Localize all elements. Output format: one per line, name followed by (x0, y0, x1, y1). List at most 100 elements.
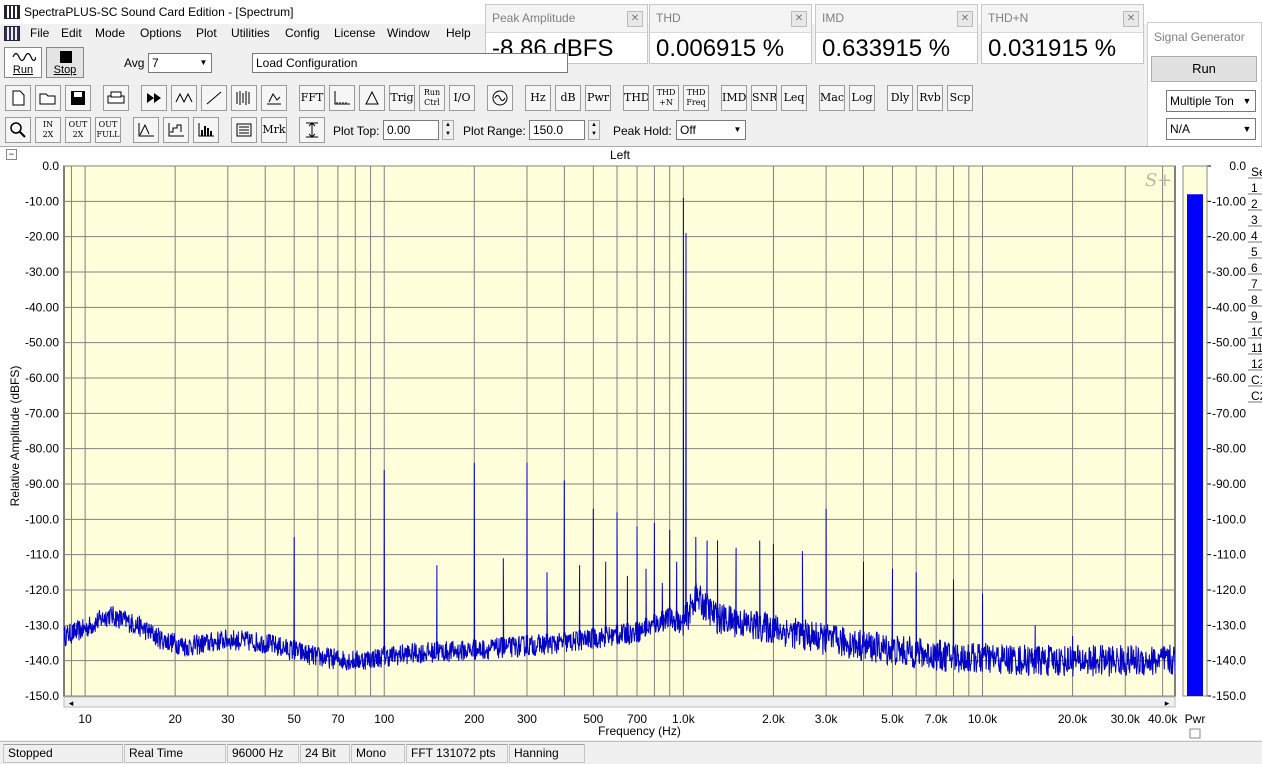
fast-forward-icon[interactable] (141, 85, 167, 111)
avg-select[interactable]: 7 ▼ (148, 53, 212, 73)
meter-tick-label: -140.0 (1212, 654, 1246, 668)
oscillator-icon[interactable] (487, 85, 513, 111)
thd-freq-button[interactable]: THD Freq (683, 85, 709, 111)
plot-top-input[interactable]: 0.00 (383, 120, 439, 140)
generator-run-button[interactable]: Run (1151, 56, 1257, 82)
chevron-down-icon: ▼ (1239, 91, 1255, 111)
step-graph-icon[interactable] (163, 117, 189, 143)
plot-range-input[interactable]: 150.0 (529, 120, 585, 140)
scp-button[interactable]: Scp (947, 85, 973, 111)
io-button[interactable]: I/O (449, 85, 475, 111)
pwr-button[interactable]: Pwr (585, 85, 611, 111)
zoom-full-label-bottom: FULL (97, 130, 120, 139)
print-icon[interactable] (103, 85, 129, 111)
set-button-10[interactable]: 10 (1251, 325, 1262, 339)
log-button[interactable]: Log (849, 85, 875, 111)
set-button-C1[interactable]: C1 (1251, 373, 1262, 387)
plot-top-spinner[interactable]: ▲ ▼ (442, 120, 454, 140)
menu-options[interactable]: Options (140, 26, 181, 40)
set-button-5[interactable]: 5 (1251, 245, 1258, 259)
x-tick-label: 300 (517, 712, 537, 726)
mrk-button[interactable]: Mrk (261, 117, 287, 143)
thd-n-button[interactable]: THD +N (653, 85, 679, 111)
hz-button[interactable]: Hz (525, 85, 551, 111)
status-run-state: Stopped (3, 744, 123, 763)
menu-utilities[interactable]: Utilities (231, 26, 270, 40)
set-button-3[interactable]: 3 (1251, 213, 1258, 227)
save-icon[interactable] (65, 85, 91, 111)
configuration-select[interactable]: Load Configuration (252, 53, 568, 73)
set-button-8[interactable]: 8 (1251, 293, 1258, 307)
menu-help[interactable]: Help (446, 26, 471, 40)
db-button[interactable]: dB (555, 85, 581, 111)
zoom-full-button[interactable]: OUT FULL (95, 117, 121, 143)
imd-button[interactable]: IMD (721, 85, 747, 111)
set-button-7[interactable]: 7 (1251, 277, 1258, 291)
collapse-icon[interactable]: − (6, 149, 17, 160)
set-button-C2[interactable]: C2 (1251, 389, 1262, 403)
menu-plot[interactable]: Plot (196, 26, 217, 40)
rvb-button[interactable]: Rvb (917, 85, 943, 111)
meter-tick-label: -50.00 (1212, 336, 1246, 350)
marker-icon[interactable] (359, 85, 385, 111)
y-tick-label: -90.00 (25, 477, 59, 491)
close-icon[interactable]: ✕ (791, 11, 807, 27)
x-tick-label: 30 (221, 712, 235, 726)
leq-button[interactable]: Leq (781, 85, 807, 111)
waveform-select[interactable]: Multiple Ton ▼ (1166, 90, 1256, 112)
plot-axis-icon[interactable] (329, 85, 355, 111)
zoom-out-2x-button[interactable]: OUT 2X (65, 117, 91, 143)
display-settings-icon[interactable] (231, 117, 257, 143)
menu-window[interactable]: Window (387, 26, 430, 40)
menu-mode[interactable]: Mode (95, 26, 125, 40)
set-button-2[interactable]: 2 (1251, 197, 1258, 211)
menu-config[interactable]: Config (285, 26, 320, 40)
zoom-icon[interactable] (5, 117, 31, 143)
run-button[interactable]: Run (4, 47, 42, 78)
set-button-9[interactable]: 9 (1251, 309, 1258, 323)
x-tick-label: 50 (288, 712, 302, 726)
open-icon[interactable] (35, 85, 61, 111)
ramp-icon[interactable] (201, 85, 227, 111)
plot-range-spinner[interactable]: ▲ ▼ (588, 120, 600, 140)
close-icon[interactable]: ✕ (627, 11, 643, 27)
set-button-12[interactable]: 12 (1251, 357, 1262, 371)
set-button-6[interactable]: 6 (1251, 261, 1258, 275)
avg-value: 7 (152, 56, 159, 70)
set-button-Set[interactable]: Set (1251, 165, 1262, 179)
noise-icon[interactable] (231, 85, 257, 111)
generator-setting-select[interactable]: N/A ▼ (1166, 118, 1256, 140)
spectrum-plot[interactable]: 0.0 -10.00 -20.00 -30.00 -40.00 -50.00 -60.00 -… (0, 146, 1262, 740)
close-icon[interactable]: ✕ (1123, 11, 1139, 27)
run-ctrl-button[interactable]: Run Ctrl (419, 85, 445, 111)
mac-button[interactable]: Mac (819, 85, 845, 111)
fft-button[interactable]: FFT (299, 85, 325, 111)
snr-button[interactable]: SNR (751, 85, 777, 111)
set-button-1[interactable]: 1 (1251, 181, 1258, 195)
new-icon[interactable] (5, 85, 31, 111)
y-axis-label: Relative Amplitude (dBFS) (8, 366, 22, 507)
line-graph-icon[interactable] (133, 117, 159, 143)
stop-button[interactable]: Stop (46, 47, 84, 78)
meter-collapse-icon (1190, 729, 1200, 738)
document-icon[interactable] (4, 26, 20, 41)
bar-graph-icon[interactable] (193, 117, 219, 143)
menu-license[interactable]: License (334, 26, 375, 40)
dly-button[interactable]: Dly (887, 85, 913, 111)
menu-file[interactable]: File (30, 26, 49, 40)
peak-hold-select[interactable]: Off ▼ (676, 120, 746, 140)
menu-edit[interactable]: Edit (61, 26, 82, 40)
y-tick-label: -60.00 (25, 371, 59, 385)
set-button-11[interactable]: 11 (1251, 341, 1262, 355)
signal-generator-panel: Signal Generator Run Multiple Ton ▼ N/A … (1147, 22, 1262, 150)
set-button-4[interactable]: 4 (1251, 229, 1258, 243)
close-icon[interactable]: ✕ (957, 11, 973, 27)
thd-button[interactable]: THD (623, 85, 649, 111)
spectrogram-icon[interactable] (261, 85, 287, 111)
meter-title: THD+N (988, 11, 1028, 25)
autoscale-icon[interactable] (299, 117, 325, 143)
trig-button[interactable]: Trig (389, 85, 415, 111)
zoom-in-2x-button[interactable]: IN 2X (35, 117, 61, 143)
waveform-value: Multiple Ton (1170, 94, 1234, 108)
waveform-analyze-icon[interactable] (171, 85, 197, 111)
